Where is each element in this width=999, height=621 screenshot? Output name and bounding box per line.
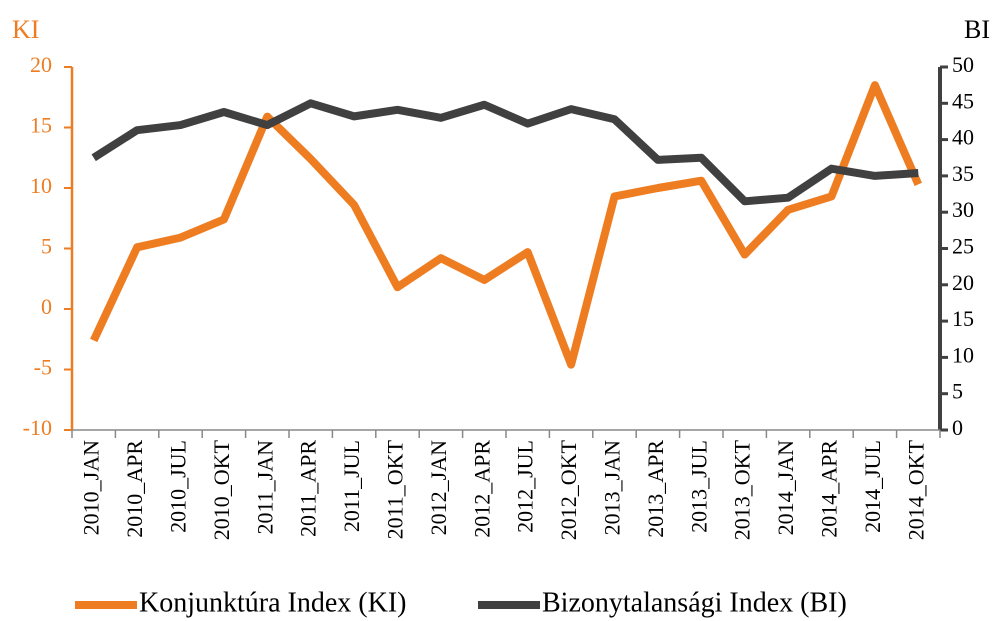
x-tick-label: 2010_OKT: [209, 439, 234, 540]
x-tick-label: 2014_OKT: [903, 439, 928, 540]
series-line: [91, 99, 919, 206]
y2-tick-label: 25: [952, 234, 974, 259]
legend-label: Konjunktúra Index (KI): [139, 587, 406, 618]
x-tick-label: 2012_OKT: [556, 439, 581, 540]
y2-axis-label: BI: [964, 15, 990, 44]
x-tick-label: 2013_JUL: [686, 440, 711, 533]
x-tick-label: 2013_JAN: [600, 440, 625, 535]
y-tick-label: -10: [23, 415, 52, 440]
x-tick-label: 2011_APR: [296, 440, 321, 537]
y2-tick-label: 20: [952, 270, 974, 295]
y-axis-label: KI: [12, 15, 39, 44]
x-tick-label: 2011_JUL: [339, 440, 364, 532]
y2-tick-label: 45: [952, 88, 974, 113]
y-tick-label: -5: [34, 355, 52, 380]
x-tick-label: 2014_JUL: [860, 440, 885, 533]
series-line: [90, 81, 922, 369]
x-tick-label: 2011_OKT: [383, 439, 408, 539]
x-tick-label: 2013_APR: [643, 440, 668, 538]
y2-tick-label: 5: [952, 379, 963, 404]
x-tick-label: 2012_APR: [469, 440, 494, 538]
x-tick-label: 2014_JAN: [773, 440, 798, 535]
x-tick-label: 2010_JAN: [79, 440, 104, 535]
x-tick-label: 2010_APR: [122, 440, 147, 538]
legend-label: Bizonytalansági Index (BI): [542, 587, 847, 618]
x-tick-label: 2011_JAN: [252, 440, 277, 535]
y2-tick-label: 35: [952, 161, 974, 186]
x-tick-label: 2010_JUL: [166, 440, 191, 533]
x-tick-label: 2013_OKT: [730, 439, 755, 540]
y2-tick-label: 30: [952, 197, 974, 222]
y-tick-label: 10: [30, 173, 52, 198]
y2-tick-label: 50: [952, 52, 974, 77]
y-tick-label: 5: [41, 234, 52, 259]
x-tick-label: 2012_JUL: [513, 440, 538, 533]
y-tick-label: 15: [30, 113, 52, 138]
x-tick-label: 2014_APR: [817, 440, 842, 538]
y2-tick-label: 0: [952, 415, 963, 440]
y2-tick-label: 10: [952, 342, 974, 367]
y-tick-label: 20: [30, 52, 52, 77]
y2-tick-label: 40: [952, 125, 974, 150]
y2-tick-label: 15: [952, 306, 974, 331]
x-tick-label: 2012_JAN: [426, 440, 451, 535]
y-tick-label: 0: [41, 294, 52, 319]
